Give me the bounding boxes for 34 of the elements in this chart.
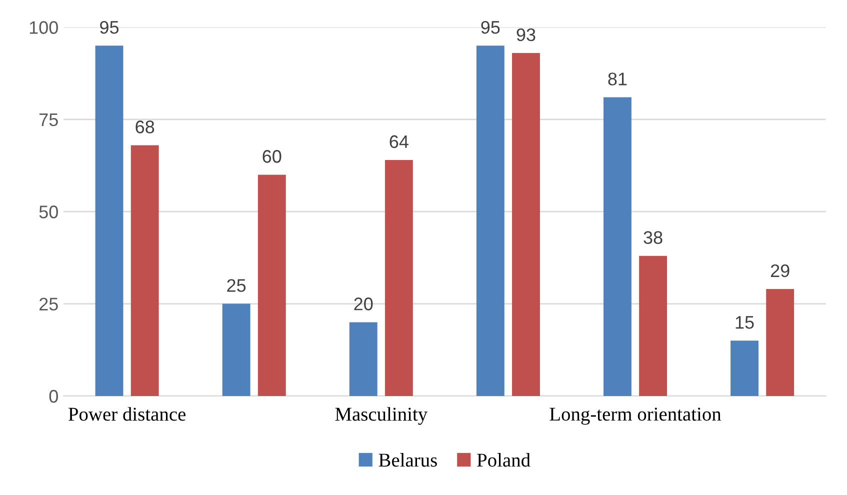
y-tick-label: 0 [49,390,58,403]
legend-label: Poland [477,453,530,467]
data-label: 93 [516,28,536,42]
bar [639,256,668,396]
bar [730,340,758,396]
bar [603,97,632,396]
x-tick-label: Power distance [68,407,186,421]
y-tick-label: 75 [40,114,58,126]
legend-label: Belarus [378,453,437,467]
data-label: 95 [481,20,500,34]
y-tick-label: 50 [39,206,58,218]
bar [349,322,378,396]
bar [95,46,124,396]
x-tick-label: Masculinity [335,407,428,425]
bar [258,174,286,396]
y-tick-label: 25 [39,298,58,311]
bar [222,304,250,396]
data-label: 64 [390,135,408,148]
data-label: 15 [736,316,754,329]
data-label: 25 [227,279,246,292]
data-label: 20 [354,298,373,310]
bar [512,53,540,396]
data-label: 68 [136,120,154,134]
x-tick-label: Long-term orientation [550,408,722,425]
bar [766,289,794,396]
data-label: 95 [100,20,119,34]
bar [130,145,159,396]
bar [384,160,413,396]
data-label: 60 [262,150,282,163]
data-label: 81 [608,72,627,86]
bar [476,46,504,396]
data-label: 38 [644,231,662,244]
y-tick-label: 100 [30,21,58,34]
data-label: 29 [770,264,790,278]
